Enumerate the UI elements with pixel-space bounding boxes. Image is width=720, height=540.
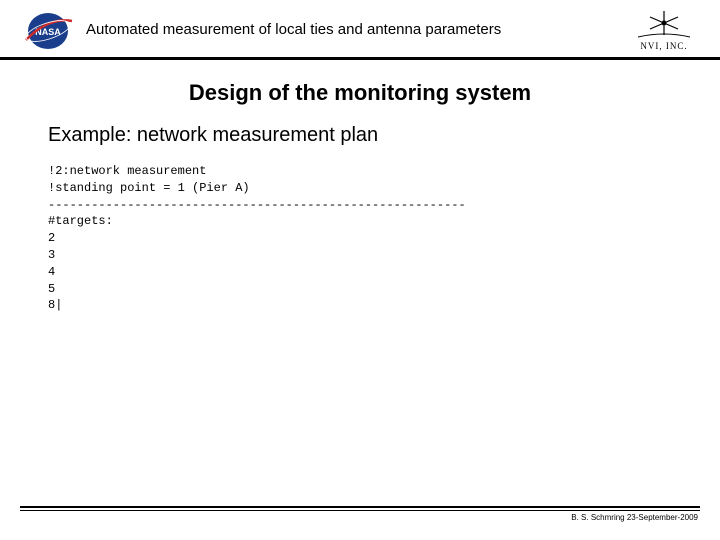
code-line: !standing point = 1 (Pier A) — [48, 180, 680, 197]
header-title: Automated measurement of local ties and … — [86, 21, 618, 38]
code-line: #targets: — [48, 213, 680, 230]
code-line: 2 — [48, 230, 680, 247]
code-line: ----------------------------------------… — [48, 197, 680, 214]
section-title: Design of the monitoring system — [40, 80, 680, 106]
code-line: 3 — [48, 247, 680, 264]
footer-text: B. S. Schmring 23-September-2009 — [20, 510, 700, 522]
code-line: 8| — [48, 297, 680, 314]
svg-text:NVI, INC.: NVI, INC. — [640, 41, 687, 51]
code-line: 4 — [48, 264, 680, 281]
slide-header: NASA Automated measurement of local ties… — [0, 0, 720, 60]
slide-footer: B. S. Schmring 23-September-2009 — [20, 506, 700, 522]
code-line: 5 — [48, 281, 680, 298]
nasa-logo-icon: NASA — [20, 7, 76, 53]
code-block: !2:network measurement !standing point =… — [48, 163, 680, 314]
example-subtitle: Example: network measurement plan — [48, 124, 680, 147]
code-line: !2:network measurement — [48, 163, 680, 180]
nvi-logo-icon: NVI, INC. — [628, 7, 700, 53]
slide-content: Design of the monitoring system Example:… — [0, 60, 720, 334]
